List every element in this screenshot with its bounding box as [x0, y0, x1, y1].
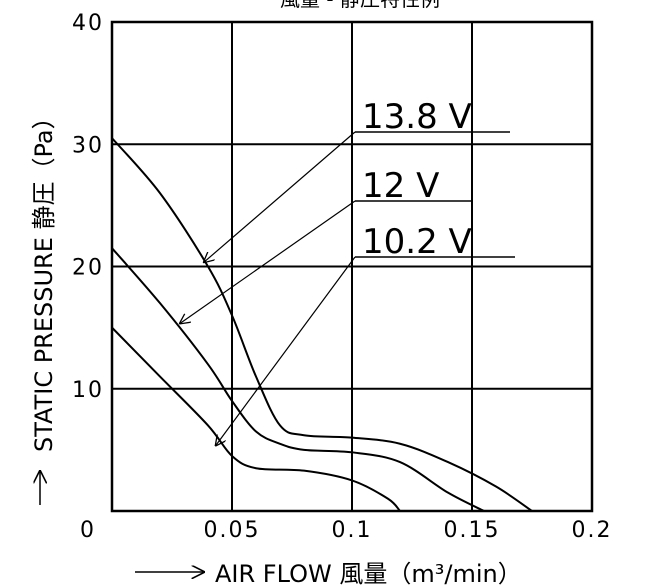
series-label: 10.2 V: [362, 222, 472, 262]
series-line-10-2-V: [111, 326, 401, 512]
x-tick-label: 0.05: [204, 518, 261, 543]
y-axis-label: STATIC PRESSURE 静圧（Pa）: [30, 105, 58, 452]
x-axis-label: AIR FLOW 風量（m³/min）: [215, 560, 522, 588]
series-line-12-V: [111, 247, 485, 512]
y-tick-label: 40: [72, 11, 104, 36]
series-label: 13.8 V: [362, 97, 472, 137]
grid-lines: [112, 22, 592, 511]
annotations: 13.8 V 12 V 10.2 V: [179, 97, 515, 446]
label-arrow: [179, 200, 356, 324]
y-tick-label: 10: [72, 378, 104, 403]
x-tick-label: 0.2: [572, 518, 613, 543]
plot-frame: [110, 20, 594, 513]
y-tick-label: 20: [72, 256, 104, 281]
y-tick-label: 30: [72, 133, 104, 158]
series-label: 12 V: [362, 166, 439, 206]
x-tick-label: 0.15: [444, 518, 501, 543]
series-curves: [111, 137, 533, 512]
y-tick-labels: 10 20 30 40: [72, 11, 104, 403]
label-arrow: [203, 131, 356, 263]
x-tick-label: 0: [80, 518, 96, 543]
chart-title: 風量 - 静圧特性例: [280, 0, 440, 11]
x-tick-label: 0.1: [332, 518, 373, 543]
label-arrow: [215, 256, 356, 446]
x-tick-labels: 0 0.05 0.1 0.15 0.2: [80, 518, 613, 543]
series-line-13-8-V: [111, 137, 533, 512]
